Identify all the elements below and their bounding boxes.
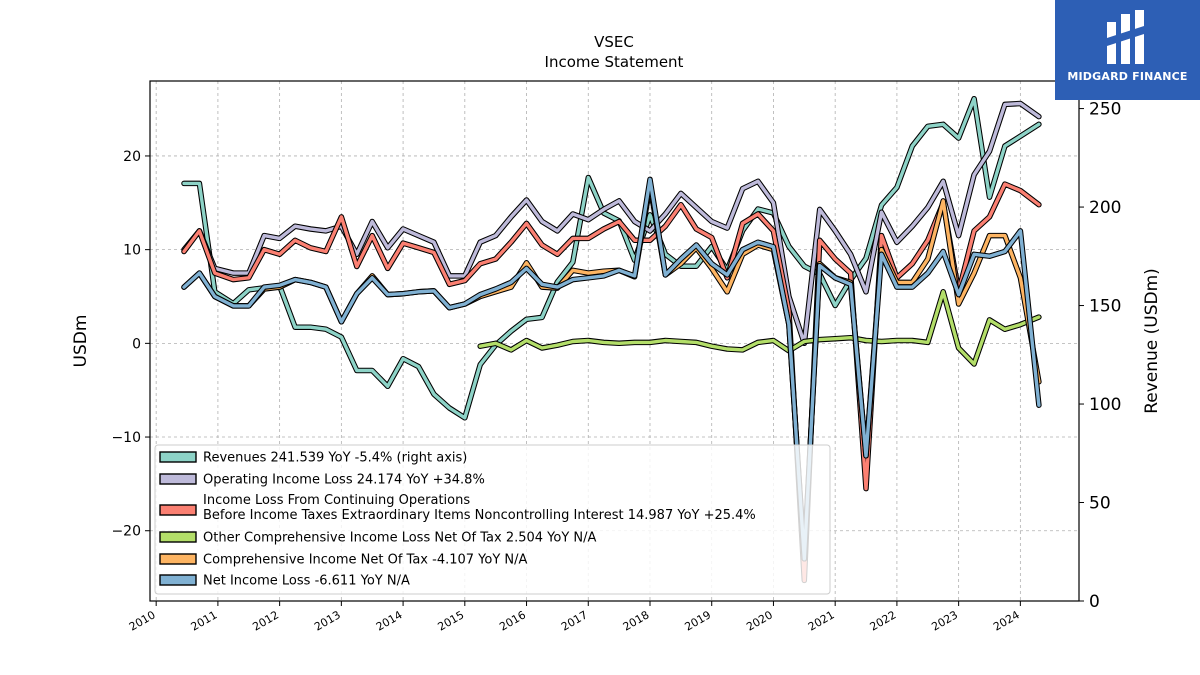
legend-label-revenues: Revenues 241.539 YoY -5.4% (right axis): [203, 451, 467, 466]
x-tick-label: 2021: [806, 608, 837, 633]
series-line-operating: [182, 101, 1041, 345]
right-tick-label: 250: [1089, 100, 1121, 120]
chart-subtitle: Income Statement: [545, 53, 684, 71]
series-line-outline-oci: [477, 289, 1042, 367]
plot-area-frame: [149, 80, 1080, 602]
x-tick-label: 2011: [189, 608, 220, 633]
right-tick-label: 200: [1089, 198, 1121, 218]
series-line-oci: [478, 290, 1041, 366]
legend-box: [154, 444, 831, 595]
x-tick-label: 2018: [621, 608, 652, 633]
legend-swatch-comprehensive: [159, 553, 197, 565]
right-y-axis: 0 50 100 150 200 250: [1079, 100, 1121, 612]
x-axis: 2010 2011 2012 2013 2014 2015 2016 2017 2018 2019…: [127, 601, 1022, 634]
x-tick-label: 2016: [497, 608, 528, 633]
x-tick-label: 2010: [127, 608, 158, 633]
left-tick-label: 20: [123, 149, 141, 165]
left-axis-label: USDm: [71, 315, 91, 368]
legend-swatch-operating: [159, 473, 197, 485]
left-tick-label: −20: [111, 524, 141, 540]
x-tick-label: 2015: [436, 608, 467, 633]
right-tick-label: 100: [1089, 395, 1121, 415]
right-tick-label: 0: [1089, 592, 1100, 612]
legend-label-operating: Operating Income Loss 24.174 YoY +34.8%: [203, 473, 485, 488]
x-tick-label: 2020: [744, 608, 775, 633]
chart-title: VSEC: [594, 33, 634, 51]
legend: Revenues 241.539 YoY -5.4% (right axis) O…: [154, 444, 831, 595]
brand-logo: MIDGARD FINANCE: [1055, 0, 1200, 100]
logo-text: MIDGARD FINANCE: [1067, 70, 1188, 83]
series-line-netincome: [182, 177, 1041, 561]
right-axis-label: Revenue (USDm): [1142, 268, 1162, 414]
x-tick-label: 2019: [682, 608, 713, 633]
x-tick-label: 2013: [312, 608, 343, 633]
x-tick-label: 2017: [559, 608, 590, 633]
legend-label-comprehensive: Comprehensive Income Net Of Tax -4.107 Y…: [203, 553, 528, 568]
left-y-axis: −20 −10 0 10 20: [111, 149, 150, 540]
x-tick-label: 2012: [250, 608, 281, 633]
legend-label-pretax: Income Loss From Continuing Operations Be…: [203, 493, 756, 523]
legend-swatch-pretax: [159, 504, 197, 516]
legend-label-oci: Other Comprehensive Income Loss Net Of T…: [203, 531, 597, 546]
left-tick-label: 10: [123, 243, 141, 259]
left-tick-label: 0: [132, 336, 141, 352]
series-line-revenues: [182, 96, 1041, 420]
logo-icon: [1107, 10, 1144, 64]
x-tick-label: 2023: [929, 608, 960, 633]
legend-swatch-netincome: [159, 574, 197, 586]
right-tick-label: 50: [1089, 494, 1111, 514]
legend-label-netincome: Net Income Loss -6.611 YoY N/A: [203, 574, 410, 589]
right-tick-label: 150: [1089, 297, 1121, 317]
legend-swatch-revenues: [159, 451, 197, 463]
x-tick-label: 2014: [374, 608, 405, 633]
left-tick-label: −10: [111, 430, 141, 446]
series-lines: [181, 95, 1042, 584]
x-tick-label: 2022: [868, 608, 899, 633]
x-tick-label: 2024: [991, 608, 1022, 633]
legend-swatch-oci: [159, 531, 197, 543]
